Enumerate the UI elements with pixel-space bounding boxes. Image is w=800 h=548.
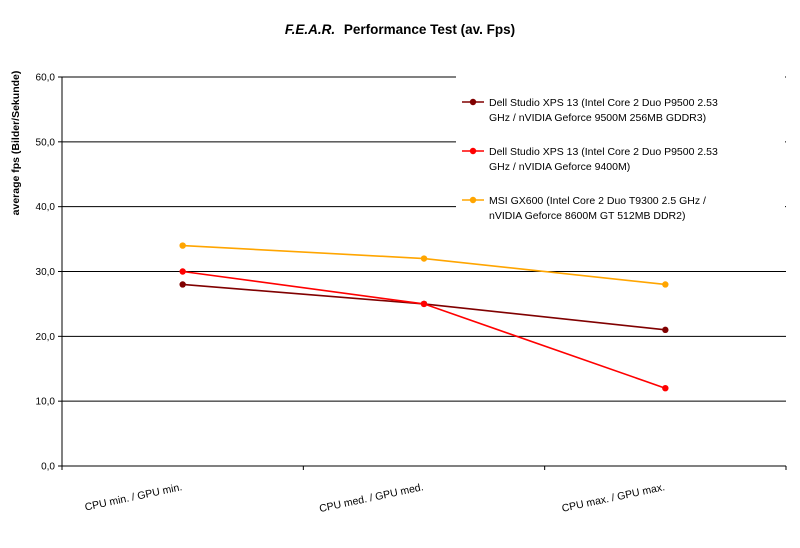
data-point xyxy=(662,385,669,392)
legend-label: GHz / nVIDIA Geforce 9500M 256MB GDDR3) xyxy=(489,112,706,124)
y-axis-label: average fps (Bilder/Sekunde) xyxy=(10,71,22,216)
data-point xyxy=(179,268,186,275)
series-line xyxy=(182,283,666,331)
legend-label: MSI GX600 (Intel Core 2 Duo T9300 2.5 GH… xyxy=(489,195,706,207)
y-tick-labels: 0,0 10,0 20,0 30,0 40,0 50,0 60,0 xyxy=(36,73,56,473)
x-category-label: CPU min. / GPU min. xyxy=(84,481,184,513)
legend-swatch-marker xyxy=(469,147,477,155)
chart-title-rest: Performance Test (av. Fps) xyxy=(344,22,515,37)
series-1 xyxy=(179,281,669,334)
data-point xyxy=(662,281,669,288)
data-point xyxy=(420,255,428,262)
y-tick-label: 50,0 xyxy=(36,137,56,148)
data-point xyxy=(420,300,428,308)
data-point xyxy=(662,326,669,334)
data-point xyxy=(179,281,186,288)
legend-label: GHz / nVIDIA Geforce 9400M) xyxy=(489,161,630,173)
legend: Dell Studio XPS 13 (Intel Core 2 Duo P95… xyxy=(456,75,785,235)
legend-entry: MSI GX600 (Intel Core 2 Duo T9300 2.5 GH… xyxy=(462,195,706,222)
y-tick-label: 0,0 xyxy=(41,462,55,473)
series-3 xyxy=(179,242,669,288)
legend-entry: Dell Studio XPS 13 (Intel Core 2 Duo P95… xyxy=(462,146,718,173)
y-tick-label: 20,0 xyxy=(36,332,56,343)
chart-title-italic: F.E.A.R. xyxy=(285,22,335,37)
legend-swatch-marker xyxy=(469,196,477,204)
legend-background xyxy=(456,75,785,235)
x-category-label: CPU med. / GPU med. xyxy=(318,481,424,515)
data-point xyxy=(179,242,186,249)
legend-label: nVIDIA Geforce 8600M GT 512MB DDR2) xyxy=(489,210,685,222)
y-tick-label: 30,0 xyxy=(36,267,56,278)
legend-swatch-marker xyxy=(469,98,477,106)
x-category-label: CPU max. / GPU max. xyxy=(561,481,666,515)
y-tick-label: 40,0 xyxy=(36,202,56,213)
y-tick-label: 10,0 xyxy=(36,397,56,408)
series-lines xyxy=(179,242,669,392)
legend-label: Dell Studio XPS 13 (Intel Core 2 Duo P95… xyxy=(489,97,718,109)
y-tick-label: 60,0 xyxy=(36,73,56,84)
x-category-labels: CPU min. / GPU min. CPU med. / GPU med. CP… xyxy=(84,481,666,515)
legend-entry: Dell Studio XPS 13 (Intel Core 2 Duo P95… xyxy=(462,97,718,124)
series-line xyxy=(182,270,666,389)
series-line xyxy=(182,244,666,286)
axes xyxy=(58,76,787,470)
chart-title: F.E.A.R. Performance Test (av. Fps) xyxy=(285,22,515,37)
legend-label: Dell Studio XPS 13 (Intel Core 2 Duo P95… xyxy=(489,146,718,158)
series-2 xyxy=(179,268,669,392)
